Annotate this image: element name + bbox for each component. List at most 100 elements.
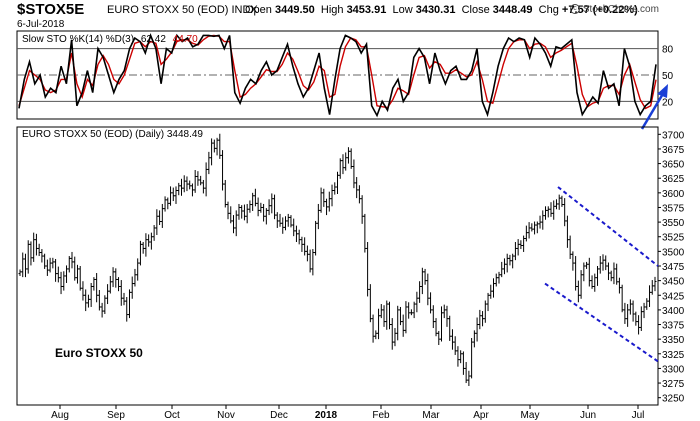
month-label: Mar xyxy=(422,410,440,421)
ohlc-bar xyxy=(609,270,613,282)
ohlc-bar xyxy=(65,265,69,283)
ohlc-bar xyxy=(273,194,277,220)
price-axis-label: 3625 xyxy=(662,174,685,185)
price-axis-label: 3325 xyxy=(662,350,685,361)
ohlc-bar xyxy=(314,220,318,256)
ohlc-bar xyxy=(223,179,227,208)
ohlc-bar xyxy=(45,259,49,276)
month-label: Aug xyxy=(51,410,69,421)
ohlc-bar xyxy=(259,202,263,213)
ohlc-bar xyxy=(445,305,449,327)
ohlc-bar xyxy=(308,249,312,273)
copyright-icon: c xyxy=(570,4,580,15)
ohlc-bar xyxy=(352,159,356,189)
month-label: Nov xyxy=(217,410,235,421)
channel-lower-line xyxy=(544,282,659,363)
ohlc-bar xyxy=(21,252,25,278)
ohlc-bar xyxy=(366,242,370,297)
high-label: High xyxy=(320,4,344,16)
ohlc-bar xyxy=(300,236,304,252)
price-axis-label: 3500 xyxy=(662,247,685,258)
ohlc-bar xyxy=(160,203,164,228)
ohlc-bar xyxy=(144,233,148,257)
ohlc-bar xyxy=(549,202,553,217)
ohlc-bar xyxy=(483,300,487,323)
ohlc-bar xyxy=(141,242,145,254)
ohlc-bar xyxy=(565,215,569,248)
ohlc-bar xyxy=(346,147,350,164)
symbol: $STOX5E xyxy=(17,1,85,18)
ohlc-bar xyxy=(23,253,27,278)
ohlc-bar xyxy=(563,198,567,227)
ohlc-bar xyxy=(513,242,517,261)
stoch-k-line xyxy=(18,32,657,118)
ohlc-bar xyxy=(546,206,550,218)
ohlc-bar xyxy=(127,289,131,319)
ohlc-bar xyxy=(26,240,30,274)
ohlc-bar xyxy=(511,253,515,269)
ohlc-bar xyxy=(467,370,471,386)
ohlc-bar xyxy=(355,177,359,199)
price-axis-label: 3400 xyxy=(662,306,685,317)
ohlc-bar xyxy=(363,213,367,253)
ohlc-bar xyxy=(508,254,512,266)
ohlc-bar xyxy=(59,271,63,295)
price-axis-label: 3450 xyxy=(662,277,685,288)
ohlc-bar xyxy=(199,175,203,186)
stoch-axis-label: 20 xyxy=(662,97,674,108)
ohlc-bar xyxy=(292,218,296,237)
ohlc-bar xyxy=(379,304,383,319)
ohlc-bar xyxy=(431,305,435,329)
ohlc-bar xyxy=(560,195,564,207)
ohlc-bar xyxy=(631,300,635,322)
stoch-axis-label: 50 xyxy=(662,71,674,82)
watermark: c StockCharts.com xyxy=(570,4,659,15)
ohlc-bar xyxy=(97,289,101,311)
ohlc-bar xyxy=(234,210,238,237)
ohlc-bar xyxy=(297,229,301,245)
ohlc-bar xyxy=(106,284,110,305)
ohlc-bar xyxy=(639,306,643,331)
stoch-k-value: 62.42 xyxy=(141,34,166,45)
ohlc-bar xyxy=(256,197,260,217)
price-axis-label: 3300 xyxy=(662,364,685,375)
price-axis-label: 3250 xyxy=(662,394,685,405)
ohlc-bar xyxy=(587,257,591,287)
ohlc-bar xyxy=(158,210,162,226)
ohlc-bar xyxy=(215,137,219,156)
ohlc-bar xyxy=(242,204,246,221)
ohlc-bar xyxy=(152,225,156,241)
month-label: Apr xyxy=(473,410,489,421)
price-axis-label: 3650 xyxy=(662,160,685,171)
ohlc-bar xyxy=(48,257,52,273)
ohlc-bar xyxy=(40,249,44,263)
ohlc-bar xyxy=(73,256,77,281)
ohlc-bar xyxy=(396,305,400,341)
ohlc-bar xyxy=(412,301,416,319)
ohlc-bar xyxy=(390,318,394,350)
ohlc-bar xyxy=(103,295,107,314)
ohlc-bar xyxy=(371,314,375,343)
price-axis-label: 3375 xyxy=(662,321,685,332)
ohlc-bar xyxy=(585,261,589,269)
ohlc-bar xyxy=(319,187,323,213)
ohlc-bar xyxy=(634,311,638,326)
ohlc-bar xyxy=(461,351,465,375)
ohlc-bar xyxy=(54,258,58,282)
ohlc-bar xyxy=(582,262,586,282)
ohlc-bar xyxy=(393,328,397,347)
ohlc-bar xyxy=(149,232,153,250)
ohlc-bar xyxy=(264,208,268,225)
high-value: 3453.91 xyxy=(346,4,387,16)
ohlc-bar xyxy=(251,192,255,211)
ohlc-bar xyxy=(568,235,572,259)
ohlc-bar xyxy=(409,309,413,316)
month-label: Jun xyxy=(580,410,596,421)
ohlc-bar xyxy=(637,315,641,335)
ohlc-bar xyxy=(554,199,558,210)
ohlc-bar xyxy=(486,292,490,312)
ohlc-bar xyxy=(136,258,140,281)
change-label: Chg xyxy=(538,4,559,16)
ohlc-bar xyxy=(204,162,208,197)
ohlc-bar xyxy=(185,176,189,192)
